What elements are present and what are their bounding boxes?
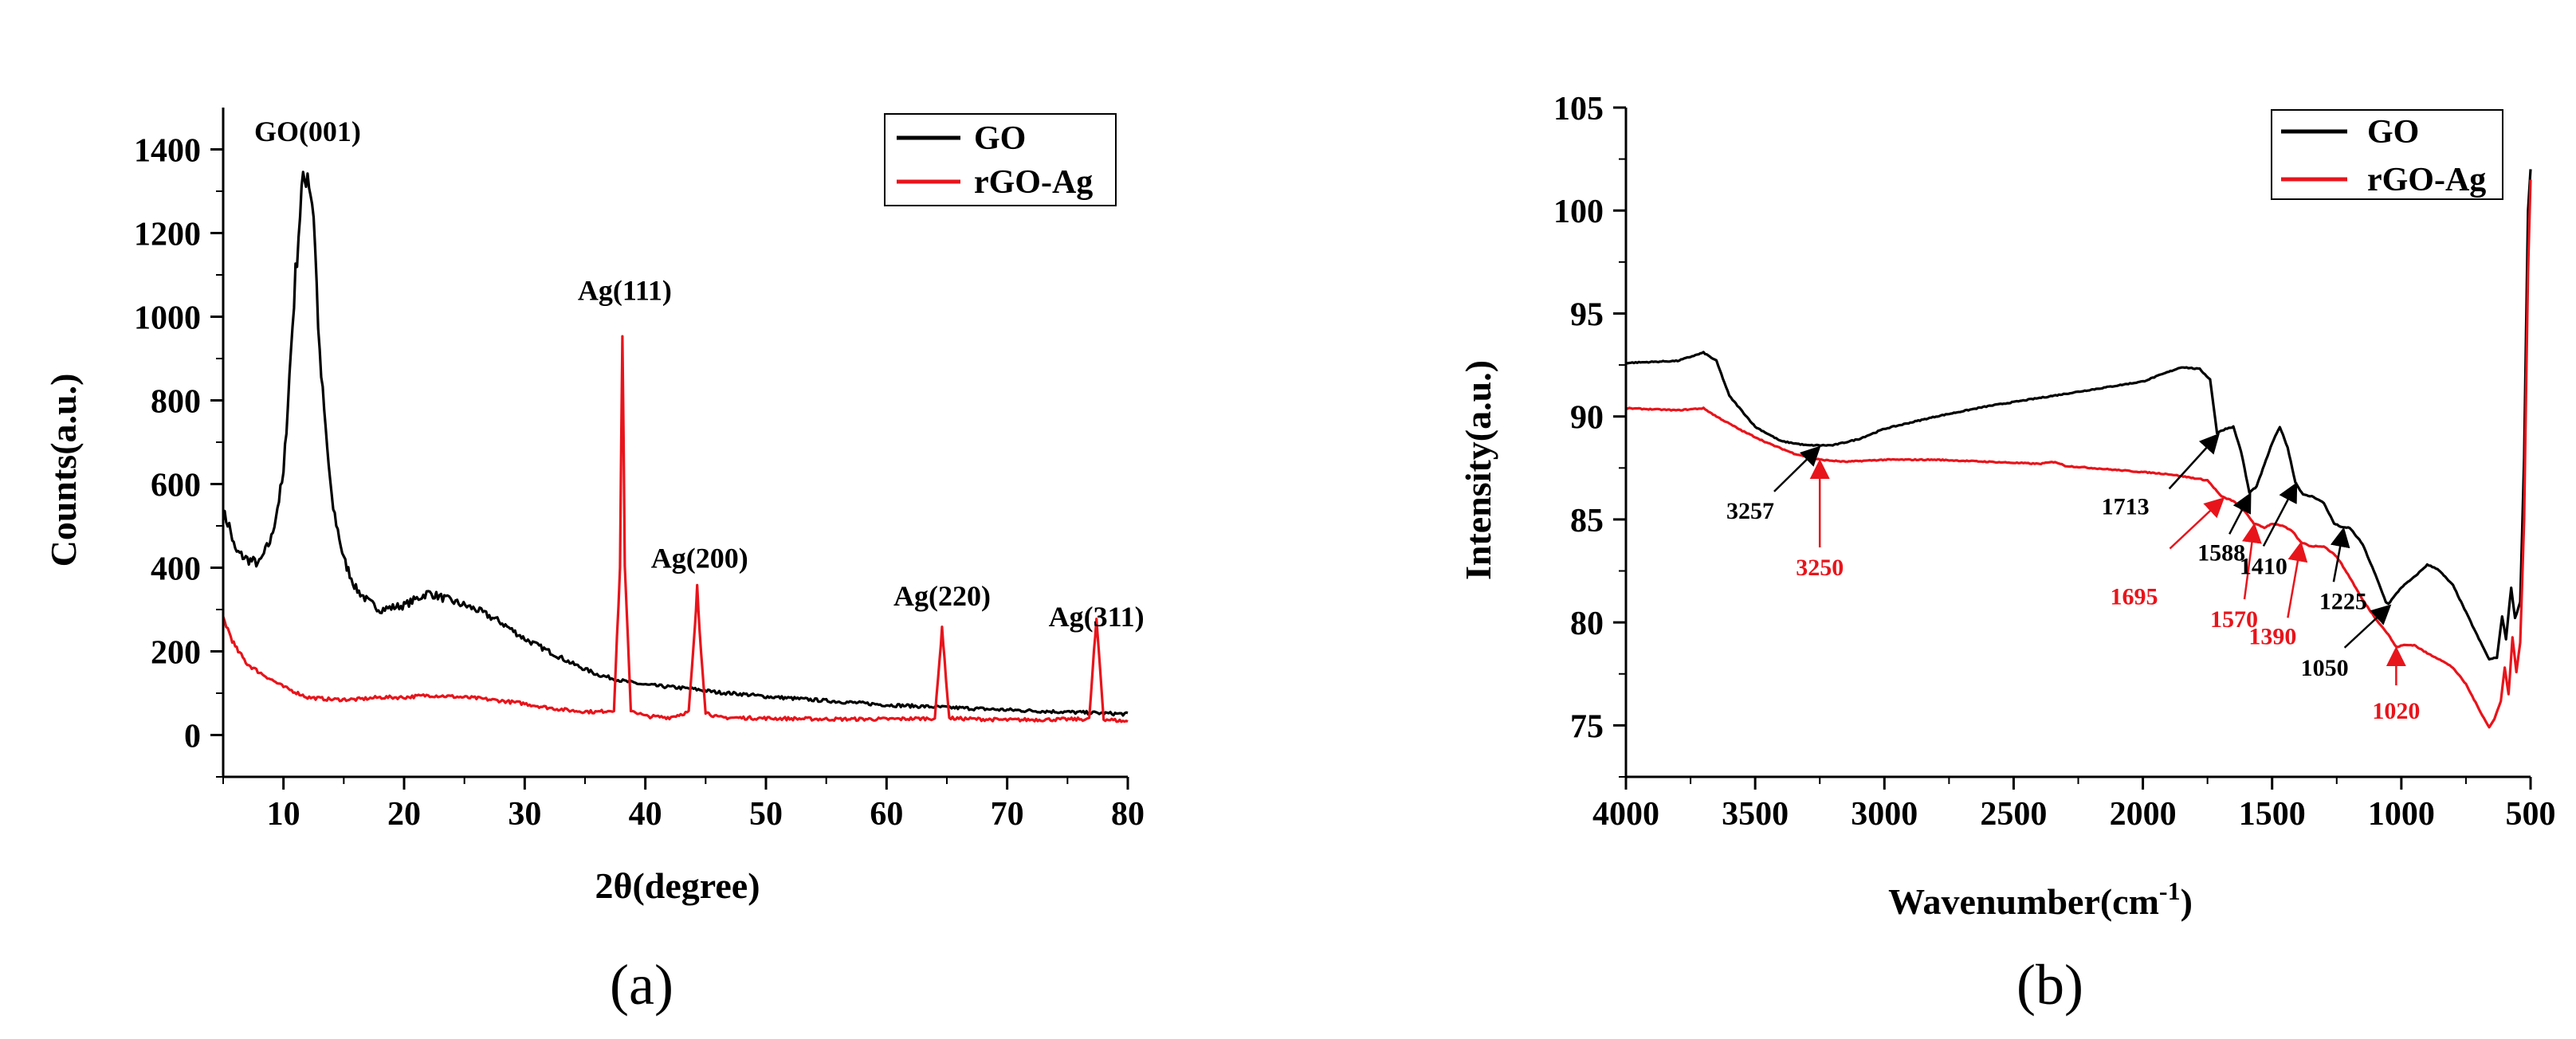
xrd-peak-label: GO(001) [254, 116, 361, 147]
ftir-x-tick-label: 3500 [1722, 796, 1789, 833]
xrd-y-tick-label: 1000 [134, 300, 201, 337]
ftir-series-rgo-ag [1625, 179, 2532, 729]
ftir-annotation-arrow [2168, 433, 2221, 490]
ftir-annotation-arrow [1773, 445, 1821, 492]
ftir-annotation-label: 1050 [2301, 655, 2349, 681]
ftir-series-go [1625, 169, 2532, 661]
ftir-annotation-label: 1570 [2210, 606, 2258, 633]
ftir-annotations: 3257 3250 1713 1695 1588 1570 1410 1390 1225 1050… [1726, 433, 2420, 724]
xrd-annotations: GO(001) Ag(111) Ag(200) Ag(220) Ag(311) [254, 116, 1145, 633]
ftir-x-tick-label: 1500 [2239, 796, 2306, 833]
ftir-y-tick-label: 85 [1570, 503, 1604, 539]
ftir-annotation-arrow [2287, 541, 2308, 618]
xrd-y-tick-label: 800 [151, 384, 201, 421]
xrd-legend: GO rGO-Ag [884, 113, 1117, 206]
ftir-annotation-label: 1695 [2110, 583, 2158, 610]
xrd-y-tick-label: 400 [151, 551, 201, 588]
xrd-y-tick-label: 1400 [134, 133, 201, 170]
ftir-legend-box [2271, 109, 2503, 200]
xrd-x-tick-label: 80 [1111, 796, 1145, 833]
xrd-y-tick-label: 1200 [134, 217, 201, 253]
xrd-series-group [222, 171, 1129, 723]
xrd-peak-label: Ag(311) [1049, 601, 1145, 633]
ftir-series-group [1625, 169, 2532, 729]
ftir-annotation-arrow [2343, 604, 2392, 649]
ftir-caption: (b) [2016, 953, 2083, 1017]
ftir-annotation-arrow [2330, 527, 2350, 582]
ftir-y-tick-label: 80 [1570, 606, 1604, 642]
xrd-x-tick-label: 10 [267, 796, 300, 833]
ftir-annotation-arrow [2169, 497, 2225, 550]
ftir-y-tick-label: 75 [1570, 708, 1604, 745]
xrd-x-tick-label: 30 [508, 796, 541, 833]
ftir-legend-label-go: GO [2367, 114, 2419, 151]
ftir-y-tick-label: 90 [1570, 400, 1604, 437]
ftir-ticks: 4000 3500 3000 2500 2000 1500 1000 500 75 80 85 90 9… [1553, 91, 2556, 833]
ftir-x-tick-label: 3000 [1851, 796, 1918, 833]
ftir-annotation-label: 3257 [1726, 498, 1774, 524]
ftir-annotation-label: 1713 [2102, 493, 2150, 520]
ftir-y-axis-label: Intensity(a.u.) [1458, 360, 1498, 580]
xrd-ticks: 10 20 30 40 50 60 70 80020040060080010001200140… [134, 133, 1145, 833]
ftir-x-tick-label: 2000 [2110, 796, 2177, 833]
xrd-caption: (a) [610, 953, 673, 1017]
xrd-legend-label-rgo: rGO-Ag [974, 164, 1093, 201]
xrd-x-tick-label: 60 [870, 796, 903, 833]
xrd-legend-label-go: GO [974, 120, 1026, 157]
ftir-x-tick-label: 4000 [1592, 796, 1659, 833]
xrd-peak-label: Ag(200) [651, 543, 748, 574]
ftir-chart: 4000 3500 3000 2500 2000 1500 1000 500 75 80 85 90 9… [1458, 91, 2556, 1017]
xrd-x-tick-label: 40 [629, 796, 662, 833]
ftir-annotation-label: 3250 [1796, 555, 1844, 581]
ftir-annotation-arrow [2228, 492, 2252, 535]
xrd-x-tick-label: 50 [749, 796, 783, 833]
xrd-series-go [222, 171, 1129, 717]
xrd-x-tick-label: 20 [387, 796, 421, 833]
ftir-annotation-label: 1588 [2197, 539, 2245, 566]
xrd-y-tick-label: 0 [184, 719, 201, 755]
ftir-legend: GO rGO-Ag [2271, 109, 2503, 200]
xrd-peak-label: Ag(220) [893, 580, 991, 612]
xrd-y-tick-label: 600 [151, 468, 201, 504]
ftir-legend-label-rgo: rGO-Ag [2367, 162, 2486, 198]
ftir-y-tick-label: 95 [1570, 296, 1604, 333]
xrd-x-axis-label: 2θ(degree) [595, 865, 760, 906]
ftir-y-tick-label: 100 [1553, 194, 1604, 230]
ftir-x-tick-label: 1000 [2368, 796, 2435, 833]
ftir-annotation-label: 1390 [2248, 623, 2296, 649]
ftir-annotation-label: 1410 [2240, 553, 2287, 579]
ftir-x-tick-label: 2500 [1980, 796, 2047, 833]
xrd-series-rgo-ag [222, 335, 1129, 723]
ftir-annotation-label: 1020 [2372, 698, 2420, 724]
ftir-x-axis-label: Wavenumber(cm-1) [1888, 876, 2193, 922]
xrd-x-tick-label: 70 [991, 796, 1024, 833]
xrd-y-axis-label: Counts(a.u.) [43, 374, 84, 567]
ftir-annotation-arrow [2262, 481, 2298, 547]
ftir-annotation-label: 1225 [2319, 588, 2367, 614]
xrd-chart: 10 20 30 40 50 60 70 80020040060080010001200140… [43, 108, 1145, 1017]
xrd-y-tick-label: 200 [151, 635, 201, 672]
ftir-x-tick-label: 500 [2506, 796, 2556, 833]
ftir-annotation-arrow [2242, 523, 2262, 600]
xrd-peak-label: Ag(111) [578, 275, 672, 307]
ftir-y-tick-label: 105 [1553, 91, 1604, 127]
xrd-legend-box [884, 113, 1117, 206]
